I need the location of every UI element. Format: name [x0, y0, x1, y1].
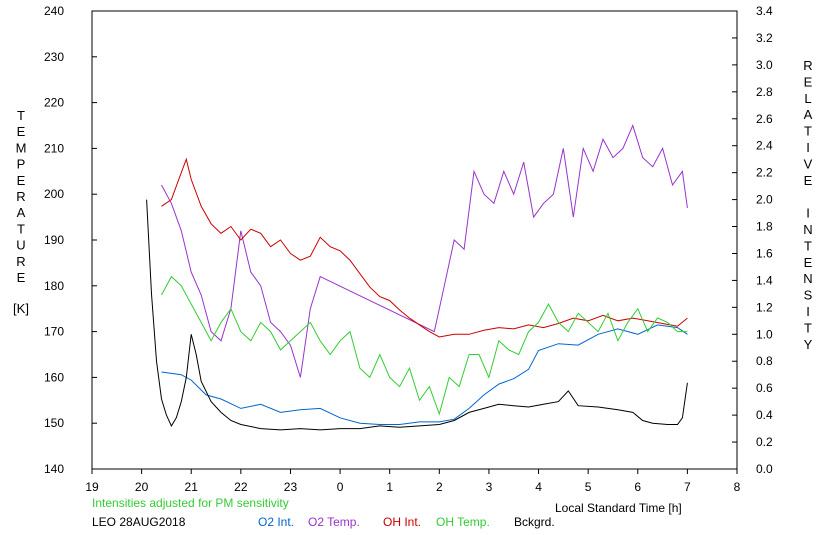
series-layer — [146, 124, 688, 431]
left-axis-unit: [K] — [13, 301, 29, 316]
x-tick-label: 23 — [284, 480, 298, 494]
x-tick-label: 20 — [135, 480, 149, 494]
right-title-letter: T — [804, 124, 812, 139]
x-tick-label: 0 — [337, 480, 344, 494]
left-title-letter: A — [17, 205, 26, 220]
series-line-o2-int — [161, 324, 688, 425]
left-title-letter: E — [17, 270, 26, 285]
left-tick-label: 240 — [44, 4, 64, 18]
left-title-letter: T — [17, 221, 25, 236]
left-title-letter: R — [16, 189, 25, 204]
right-title-letter: N — [803, 222, 812, 237]
right-tick-label: 1.2 — [756, 300, 773, 314]
left-tick-label: 210 — [44, 141, 64, 155]
x-axis-label: Local Standard Time [h] — [555, 501, 682, 515]
left-title-letter: E — [17, 124, 26, 139]
right-title-letter: T — [804, 320, 812, 335]
station-date-label: LEO 28AUG2018 — [92, 515, 186, 529]
right-title-letter: R — [803, 58, 812, 73]
right-tick-label: 2.2 — [756, 166, 773, 180]
left-title-letter: R — [16, 254, 25, 269]
x-tick-label: 3 — [486, 480, 493, 494]
x-tick-label: 22 — [234, 480, 248, 494]
right-tick-label: 0.4 — [756, 408, 773, 422]
right-title-letter: A — [804, 107, 813, 122]
right-title-letter: I — [806, 140, 810, 155]
right-title-letter: I — [806, 206, 810, 221]
right-tick-label: 1.6 — [756, 246, 773, 260]
right-tick-label: 0.6 — [756, 381, 773, 395]
right-title-letter: I — [806, 304, 810, 319]
right-tick-label: 0.8 — [756, 354, 773, 368]
left-tick-label: 230 — [44, 50, 64, 64]
series-line-oh-temp — [161, 275, 688, 416]
right-tick-label: 1.4 — [756, 273, 773, 287]
right-tick-label: 2.6 — [756, 112, 773, 126]
left-title-letter: T — [17, 108, 25, 123]
right-tick-label: 3.0 — [756, 58, 773, 72]
right-tick-label: 3.4 — [756, 4, 773, 18]
right-title-letter: Y — [804, 337, 813, 352]
left-title-letter: P — [17, 157, 26, 172]
left-title-letter: M — [16, 140, 27, 155]
series-line-o2-temp — [161, 124, 688, 378]
right-tick-label: 2.4 — [756, 139, 773, 153]
x-tick-label: 19 — [85, 480, 99, 494]
legend-oh-temp: OH Temp. — [436, 515, 490, 529]
legend-bckgrd: Bckgrd. — [514, 515, 555, 529]
right-tick-label: 0.2 — [756, 435, 773, 449]
left-title-letter: U — [16, 238, 25, 253]
left-tick-label: 160 — [44, 370, 64, 384]
left-tick-label: 140 — [44, 462, 64, 476]
left-tick-label: 180 — [44, 279, 64, 293]
legend-o2-int: O2 Int. — [258, 515, 294, 529]
right-tick-label: 0.0 — [756, 462, 773, 476]
sensitivity-note: Intensities adjusted for PM sensitivity — [92, 496, 289, 510]
legend: O2 Int. O2 Temp. OH Int. OH Temp. Bckgrd… — [258, 515, 555, 529]
right-title-letter: L — [804, 91, 811, 106]
left-title-letter: E — [17, 173, 26, 188]
right-title-letter: E — [804, 173, 813, 188]
x-tick-label: 4 — [535, 480, 542, 494]
right-title-letter: T — [804, 238, 812, 253]
right-title-letter: E — [804, 74, 813, 89]
right-title-letter: V — [804, 156, 813, 171]
legend-o2-temp: O2 Temp. — [308, 515, 360, 529]
series-line-bckgrd — [146, 199, 688, 431]
x-tick-label: 1 — [386, 480, 393, 494]
right-title-letter: E — [804, 255, 813, 270]
right-tick-label: 2.8 — [756, 85, 773, 99]
x-tick-label: 2 — [436, 480, 443, 494]
x-tick-label: 7 — [684, 480, 691, 494]
right-tick-label: 1.0 — [756, 327, 773, 341]
left-tick-label: 170 — [44, 325, 64, 339]
left-tick-label: 150 — [44, 416, 64, 430]
x-tick-label: 6 — [634, 480, 641, 494]
right-title-letter: S — [804, 288, 813, 303]
left-axis-ticks: 140 150 160 170 180 190 200 210 220 230 240 — [44, 4, 97, 476]
right-tick-label: 3.2 — [756, 31, 773, 45]
x-tick-label: 5 — [585, 480, 592, 494]
right-tick-label: 2.0 — [756, 193, 773, 207]
left-tick-label: 220 — [44, 96, 64, 110]
series-line-oh-int — [161, 157, 688, 338]
left-tick-label: 200 — [44, 187, 64, 201]
x-axis-ticks: 19 20 21 22 23 0 1 2 3 4 5 6 7 8 — [85, 469, 741, 494]
right-axis-ticks: 0.0 0.2 0.4 0.6 0.8 1.0 1.2 1.4 1.6 1.8 2.0 2.2 2.4 2… — [732, 4, 773, 476]
left-tick-label: 190 — [44, 233, 64, 247]
x-tick-label: 8 — [734, 480, 741, 494]
plot-frame — [91, 10, 738, 470]
x-tick-label: 21 — [185, 480, 199, 494]
right-title-letter: N — [803, 271, 812, 286]
legend-oh-int: OH Int. — [383, 515, 421, 529]
right-tick-label: 1.8 — [756, 220, 773, 234]
